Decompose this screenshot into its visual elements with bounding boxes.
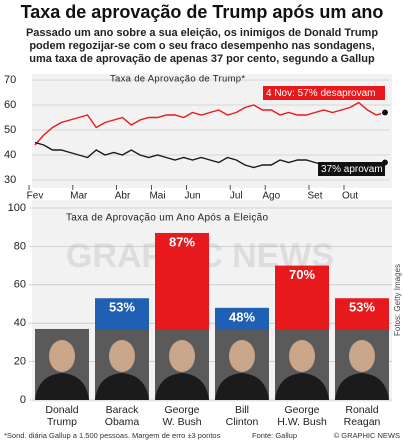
y-tick-label: 60	[14, 279, 26, 291]
title: Taxa de aprovação de Trump após um ano	[21, 2, 384, 22]
value-label: 53%	[349, 300, 375, 315]
category-label-line: Obama	[105, 416, 140, 428]
category-label-line: Clinton	[226, 416, 259, 428]
category-label-line: Donald	[45, 404, 78, 416]
annotation-box	[263, 86, 385, 100]
annotation-box	[318, 162, 385, 176]
y-tick-label: 50	[4, 124, 16, 136]
y-tick-label: 30	[4, 174, 16, 186]
credit: © GRAPHIC NEWS	[334, 431, 400, 440]
photo-head	[49, 340, 75, 372]
photo-head	[109, 340, 135, 372]
y-tick-label: 60	[4, 99, 16, 111]
category-label-line: George	[284, 404, 319, 416]
category-label-line: Ronald	[345, 404, 378, 416]
photo-shoulders	[335, 373, 389, 400]
category-label: Donald Trump	[45, 404, 78, 428]
x-tick-label: Ago	[262, 191, 280, 202]
panel	[32, 200, 392, 402]
category-label-line: W. Bush	[162, 416, 201, 428]
value-label: 48%	[229, 309, 255, 324]
category-label: George H.W. Bush	[277, 404, 327, 428]
subtitle: uma taxa de aprovação de apenas 37 por c…	[29, 53, 375, 65]
annotation: 37% aprovam	[321, 164, 383, 175]
annotation: 4 Nov: 57% desaprovam	[266, 88, 376, 99]
category-label: Bill Clinton	[226, 404, 259, 428]
x-tick-label: Jul	[230, 191, 243, 202]
photo-shoulders	[275, 373, 329, 400]
chart-title: Taxa de Aprovação de Trump*	[110, 74, 245, 85]
y-tick-label: 70	[4, 74, 16, 86]
category-label-line: Bill	[235, 404, 249, 416]
y-tick-label: 20	[14, 356, 26, 368]
photo-head	[289, 340, 315, 372]
x-tick-label: Mar	[70, 191, 88, 202]
category-label-line: George	[164, 404, 199, 416]
source: Fonte: Gallup	[252, 431, 297, 440]
photo-head	[169, 340, 195, 372]
category-label-line: H.W. Bush	[277, 416, 327, 428]
x-tick-label: Jun	[184, 191, 200, 202]
value-label: 70%	[289, 267, 315, 282]
x-tick-label: Abr	[115, 191, 131, 202]
category-label: George W. Bush	[162, 404, 201, 428]
line-series	[34, 101, 386, 146]
x-tick-label: Mai	[149, 191, 165, 202]
x-tick-label: Out	[342, 191, 358, 202]
end-dot	[381, 108, 389, 117]
photo-shoulders	[35, 373, 89, 400]
value-label: 87%	[169, 234, 195, 249]
y-tick-label: 0	[20, 394, 26, 406]
category-label: Barack Obama	[105, 404, 140, 428]
photo-head	[349, 340, 375, 372]
category-label: Ronald Reagan	[344, 404, 381, 428]
subtitle: podem regozijar-se com o seu fraco desem…	[29, 40, 374, 52]
chart-title: Taxa de Aprovação um Ano Após a Eleição	[66, 213, 269, 224]
y-tick-label: 80	[14, 240, 26, 252]
y-tick-label: 40	[14, 317, 26, 329]
photo-shoulders	[215, 373, 269, 400]
category-label-line: Reagan	[344, 416, 381, 428]
photo-shoulders	[155, 373, 209, 400]
y-tick-label: 100	[8, 202, 26, 214]
x-tick-label: Set	[307, 191, 322, 202]
photo-shoulders	[95, 373, 149, 400]
photo-head	[229, 340, 255, 372]
note: *Sond. diária Gallup a 1.500 pessoas. Ma…	[4, 431, 221, 440]
y-tick-label: 40	[4, 149, 16, 161]
category-label-line: Trump	[47, 416, 77, 428]
photo-credit: Fotos: Getty Images	[393, 264, 402, 336]
value-label: 53%	[109, 300, 135, 315]
x-tick-label: Fev	[27, 191, 44, 202]
subtitle: Passado um ano sobre a sua eleição, os i…	[26, 27, 378, 39]
category-label-line: Barack	[106, 404, 139, 416]
